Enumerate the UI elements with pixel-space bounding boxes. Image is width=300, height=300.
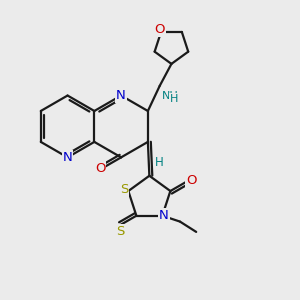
Text: N: N [63, 151, 72, 164]
Text: H: H [155, 156, 164, 169]
Text: O: O [186, 174, 197, 187]
Text: N: N [159, 209, 169, 222]
Text: NH: NH [162, 91, 179, 101]
Text: N: N [116, 89, 126, 102]
Text: O: O [95, 162, 105, 175]
Text: S: S [120, 183, 128, 196]
Text: O: O [154, 23, 165, 36]
Text: S: S [116, 225, 125, 238]
Text: H: H [169, 94, 178, 103]
